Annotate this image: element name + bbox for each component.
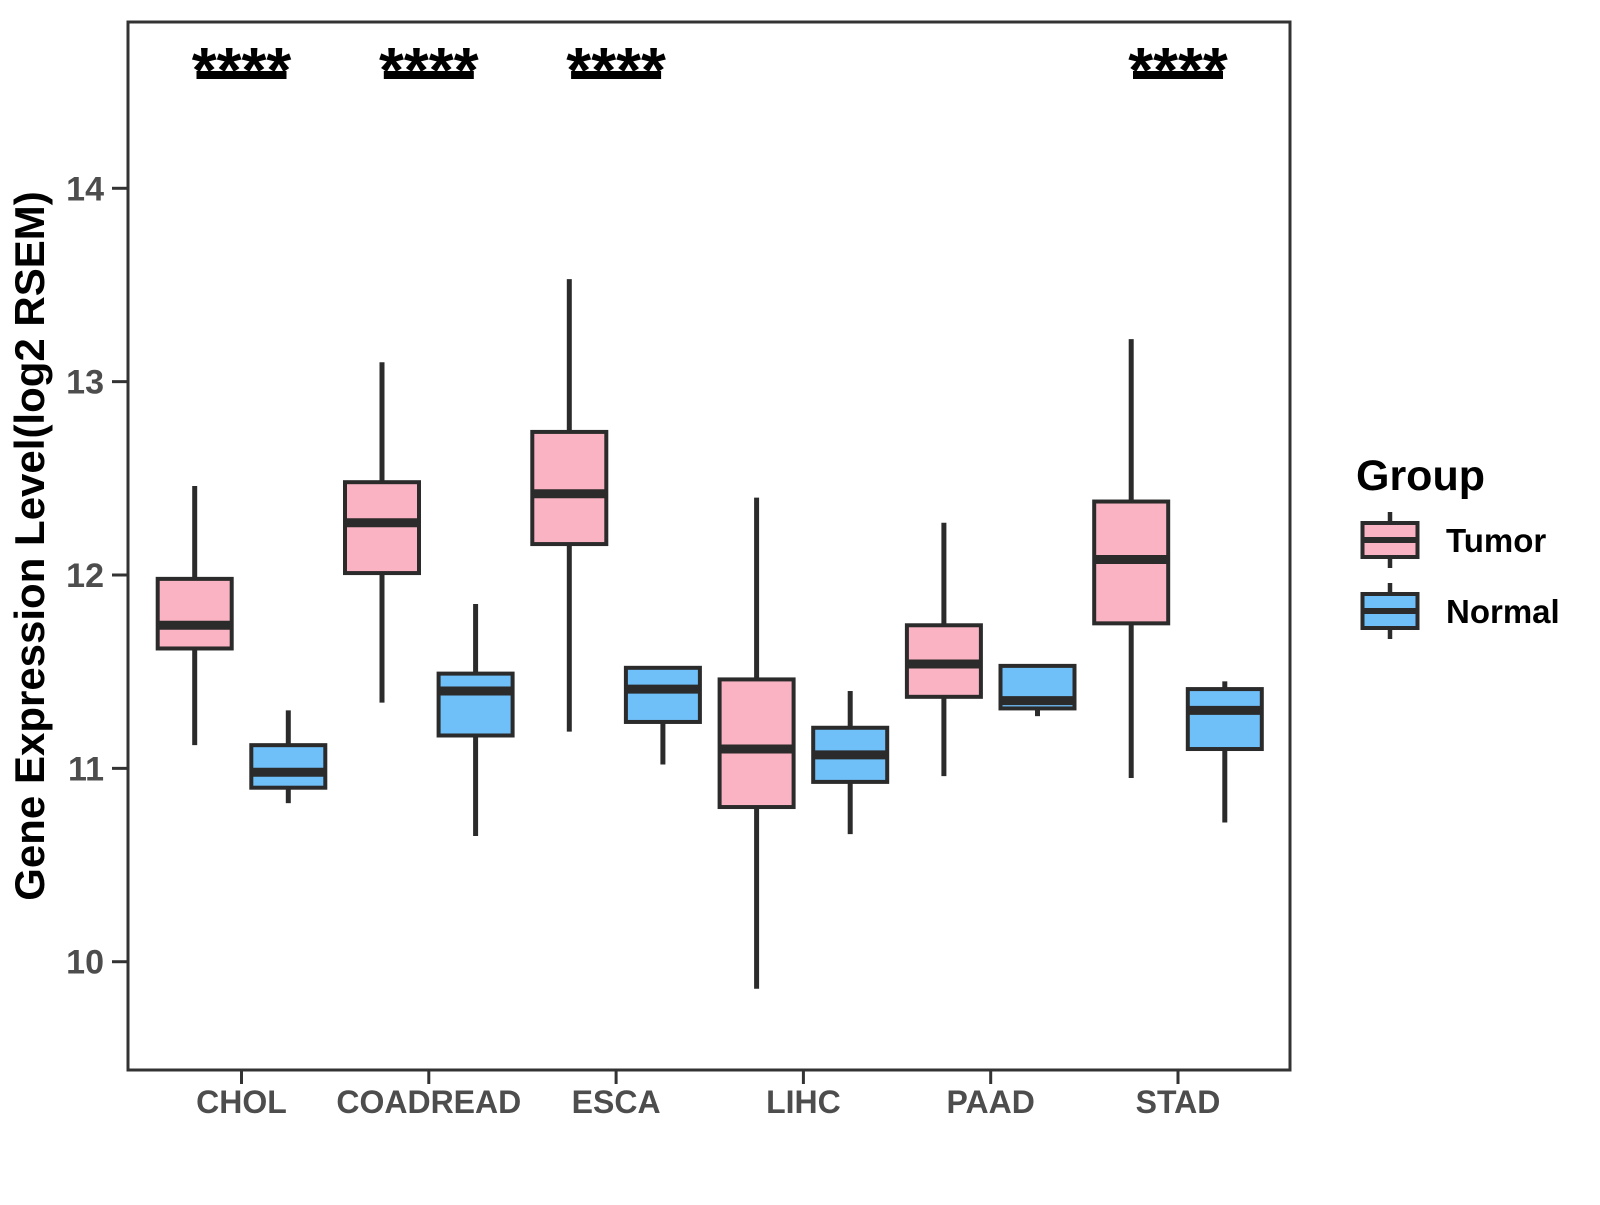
x-tick-label-stad: STAD: [1136, 1084, 1221, 1120]
box-CHOL-tumor: [155, 576, 234, 651]
y-tick-label: 11: [68, 750, 104, 788]
legend-label-normal: Normal: [1446, 593, 1560, 630]
significance-bar-stad: [1133, 71, 1223, 79]
significance-layer: **** **** **** ****: [192, 34, 1228, 106]
significance-stars-chol: ****: [192, 34, 292, 106]
significance-stars-esca: ****: [566, 34, 666, 106]
significance-bar-coadread: [383, 71, 474, 79]
significance-stars-coadread: ****: [379, 34, 479, 106]
box-LIHC-tumor: [717, 677, 796, 810]
x-tick-label-lihc: LIHC: [766, 1084, 841, 1120]
significance-stars-stad: ****: [1128, 34, 1228, 106]
y-tick-label: 13: [66, 364, 104, 402]
y-tick-label: 14: [66, 170, 104, 208]
x-tick-label-chol: CHOL: [196, 1084, 287, 1120]
y-tick-label: 12: [66, 557, 104, 595]
x-tick-label-coadread: COADREAD: [336, 1084, 521, 1120]
box-CHOL-normal: [249, 743, 328, 790]
x-tick-label-paad: PAAD: [947, 1084, 1035, 1120]
axes-layer: 10 11 12 13 14 CHOL COADREAD ESCA LIHC PAAD STAD: [66, 170, 1220, 1120]
y-axis-title: Gene Expression Level(log2 RSEM): [6, 191, 53, 901]
box-COADREAD-normal: [436, 671, 515, 738]
plot-panel-border: [126, 20, 1292, 1072]
boxes-layer: [155, 279, 1264, 989]
box-ESCA-normal: [623, 665, 702, 724]
y-tick-label: 10: [66, 944, 104, 982]
box-COADREAD-tumor: [343, 480, 421, 576]
x-tick-label-esca: ESCA: [572, 1084, 661, 1120]
box-STAD-normal: [1185, 687, 1264, 752]
legend-label-tumor: Tumor: [1446, 522, 1546, 559]
legend-glyphs-layer: [1360, 512, 1420, 639]
significance-bar-esca: [571, 71, 662, 79]
box-ESCA-tumor: [530, 429, 609, 547]
legend-title: Group: [1356, 452, 1485, 500]
significance-bar-chol: [196, 71, 287, 79]
